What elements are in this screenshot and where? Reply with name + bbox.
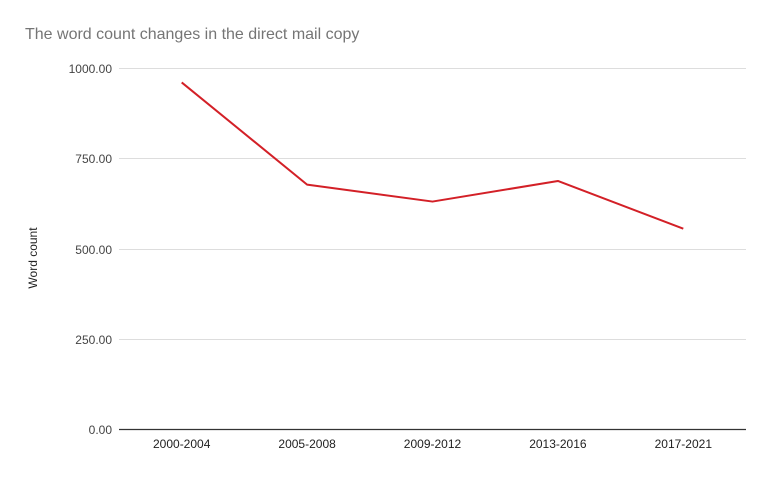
- x-tick-label: 2009-2012: [403, 437, 462, 451]
- x-tick-label: 2005-2008: [278, 437, 336, 451]
- y-tick-label: 750.00: [75, 151, 112, 166]
- x-tick-label: 2013-2016: [529, 437, 587, 451]
- y-tick-label: 250.00: [75, 332, 112, 347]
- x-tick-label: 2000-2004: [152, 437, 211, 451]
- x-tick-label: 2017-2021: [654, 437, 712, 451]
- y-tick-label: 0.00: [88, 422, 112, 437]
- y-tick-label: 1000.00: [68, 61, 112, 76]
- y-tick-label: 500.00: [75, 242, 112, 257]
- series-line[interactable]: [181, 81, 684, 230]
- chart-title: The word count changes in the direct mai…: [25, 26, 360, 43]
